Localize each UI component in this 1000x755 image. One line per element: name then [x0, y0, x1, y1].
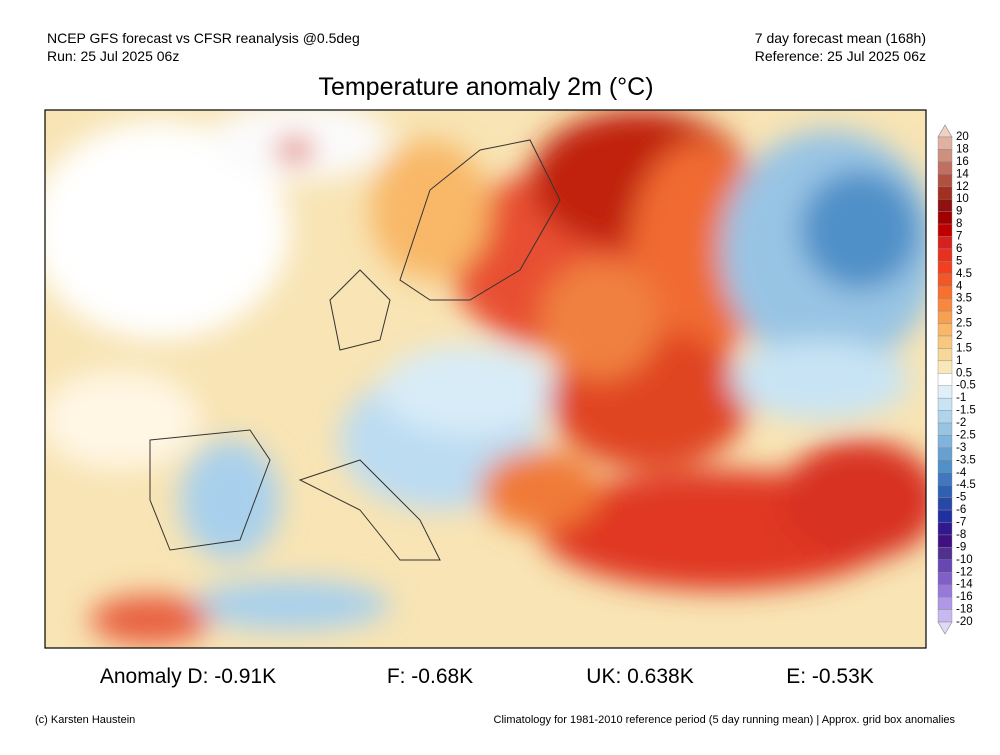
- colorbar-swatch: [937, 323, 953, 337]
- colorbar-label: 2.5: [956, 318, 972, 330]
- footnote: Climatology for 1981-2010 reference peri…: [494, 714, 956, 726]
- colorbar-swatch: [937, 485, 953, 498]
- colorbar-label: -18: [956, 604, 973, 616]
- anomaly-value: UK: 0.638K: [586, 665, 693, 688]
- header-right-1: 7 day forecast mean (168h): [755, 30, 926, 46]
- colorbar-swatch: [937, 211, 953, 225]
- colorbar-label: 4.5: [956, 268, 972, 280]
- colorbar-swatch: [937, 547, 953, 561]
- colorbar-swatch: [937, 136, 953, 150]
- colorbar-swatch: [937, 385, 953, 399]
- colorbar-label: -12: [956, 566, 973, 578]
- colorbar-arrow: [937, 124, 953, 138]
- colorbar-label: 10: [956, 193, 969, 205]
- map-title: Temperature anomaly 2m (°C): [318, 73, 653, 101]
- colorbar-label: -1.5: [956, 405, 976, 417]
- credit: (c) Karsten Haustein: [35, 714, 135, 726]
- colorbar-label: -0.5: [956, 380, 976, 392]
- colorbar-label: 18: [956, 143, 969, 155]
- colorbar-swatch: [937, 460, 953, 473]
- colorbar-swatch: [937, 534, 953, 548]
- colorbar-label: -16: [956, 591, 973, 603]
- colorbar-label: 1.5: [956, 342, 972, 354]
- header-left-1: NCEP GFS forecast vs CFSR reanalysis @0.…: [47, 30, 360, 46]
- colorbar-label: 0.5: [956, 367, 972, 379]
- colorbar-label: 1: [956, 355, 962, 367]
- anomaly-map: [45, 110, 926, 648]
- colorbar-swatch: [937, 261, 953, 274]
- colorbar: 201816141210987654.543.532.521.510.5-0.5…: [937, 124, 976, 635]
- colorbar-label: -1: [956, 392, 966, 404]
- colorbar-label: -9: [956, 541, 966, 553]
- colorbar-swatch: [937, 248, 953, 262]
- colorbar-label: 2: [956, 330, 962, 342]
- header-right-2: Reference: 25 Jul 2025 06z: [755, 48, 926, 64]
- colorbar-label: -3.5: [956, 454, 976, 466]
- anomaly-value: E: -0.53K: [786, 665, 874, 688]
- colorbar-swatch: [937, 472, 953, 486]
- colorbar-swatch: [937, 609, 953, 623]
- colorbar-swatch: [937, 447, 953, 461]
- colorbar-label: -4.5: [956, 479, 976, 491]
- colorbar-label: -20: [956, 616, 973, 628]
- colorbar-swatch: [937, 335, 953, 349]
- colorbar-swatch: [937, 298, 953, 312]
- colorbar-label: 14: [956, 168, 969, 180]
- colorbar-swatch: [937, 596, 953, 610]
- colorbar-label: -10: [956, 554, 973, 566]
- anomaly-values: Anomaly D: -0.91K F: -0.68K UK: 0.638K E: -…: [100, 665, 874, 688]
- colorbar-label: 9: [956, 206, 962, 218]
- colorbar-label: 3: [956, 305, 962, 317]
- colorbar-label: 7: [956, 231, 962, 243]
- colorbar-label: -3: [956, 442, 966, 454]
- anomaly-value: F: -0.68K: [387, 665, 473, 688]
- colorbar-label: -7: [956, 517, 966, 529]
- colorbar-swatch: [937, 572, 953, 585]
- colorbar-swatch: [937, 360, 953, 374]
- colorbar-swatch: [937, 236, 953, 250]
- colorbar-label: 8: [956, 218, 962, 230]
- colorbar-swatch: [937, 397, 953, 411]
- colorbar-swatch: [937, 410, 953, 424]
- map-frame: [44, 109, 927, 649]
- header-left-2: Run: 25 Jul 2025 06z: [47, 48, 179, 64]
- colorbar-swatch: [937, 223, 953, 237]
- colorbar-label: 20: [956, 131, 969, 143]
- colorbar-swatch: [937, 584, 953, 598]
- colorbar-swatch: [937, 198, 953, 212]
- colorbar-swatch: [937, 273, 953, 287]
- colorbar-swatch: [937, 509, 953, 523]
- colorbar-swatch: [937, 149, 953, 163]
- colorbar-swatch: [937, 286, 953, 299]
- colorbar-label: 4: [956, 280, 963, 292]
- colorbar-swatch: [937, 186, 953, 200]
- colorbar-label: 3.5: [956, 293, 972, 305]
- colorbar-swatch: [937, 559, 953, 573]
- colorbar-swatch: [937, 435, 953, 449]
- colorbar-swatch: [937, 161, 953, 175]
- colorbar-swatch: [937, 497, 953, 511]
- colorbar-swatch: [937, 174, 953, 187]
- colorbar-label: -6: [956, 504, 966, 516]
- colorbar-arrow: [937, 621, 953, 635]
- colorbar-label: -14: [956, 579, 973, 591]
- colorbar-swatch: [937, 373, 953, 386]
- colorbar-swatch: [937, 348, 953, 362]
- colorbar-label: -2: [956, 417, 966, 429]
- colorbar-label: -2.5: [956, 429, 976, 441]
- colorbar-swatch: [937, 422, 953, 436]
- colorbar-label: -8: [956, 529, 966, 541]
- colorbar-label: 16: [956, 156, 969, 168]
- colorbar-label: 6: [956, 243, 962, 255]
- colorbar-label: -5: [956, 492, 966, 504]
- anomaly-value: Anomaly D: -0.91K: [100, 665, 276, 688]
- colorbar-label: 12: [956, 181, 969, 193]
- colorbar-label: 5: [956, 255, 962, 267]
- colorbar-swatch: [937, 310, 953, 324]
- colorbar-swatch: [937, 522, 953, 536]
- colorbar-label: -4: [956, 467, 967, 479]
